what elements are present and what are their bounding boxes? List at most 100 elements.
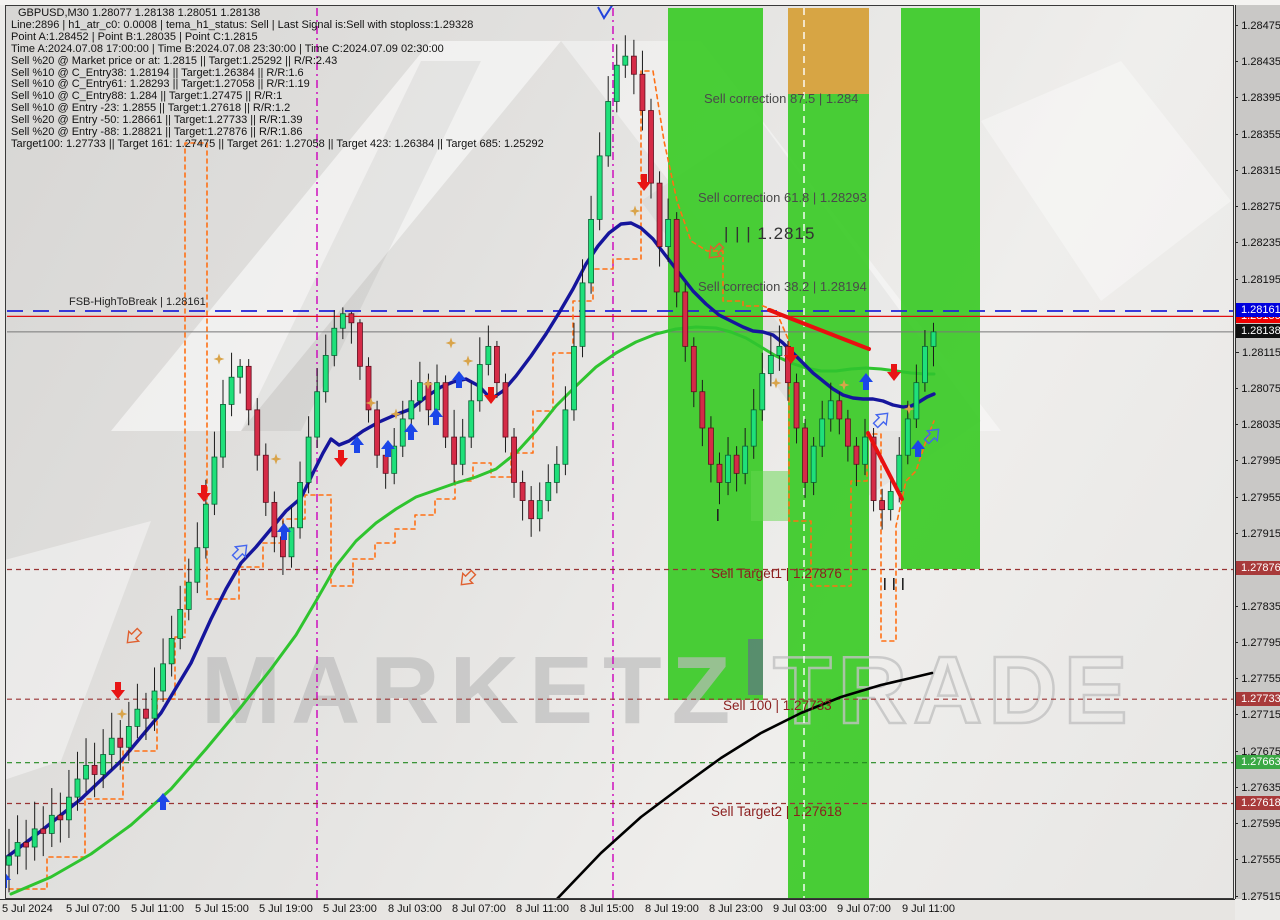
star-marker-icon [903, 403, 915, 415]
price-axis-tick: 1.27515 [1236, 890, 1280, 903]
price-axis-tick: 1.27675 [1236, 745, 1280, 758]
price-axis-tick: 1.28035 [1236, 418, 1280, 431]
tick-bar-marker [717, 509, 719, 521]
time-axis-label: 9 Jul 03:00 [773, 903, 827, 915]
time-axis-label: 9 Jul 11:00 [902, 903, 956, 915]
hollow-down-arrow-icon [126, 627, 143, 644]
price-axis[interactable]: 1.28475 1.28435 1.28395 1.28355 1.28315 1.282… [1235, 5, 1280, 903]
tick-bar-marker [902, 578, 904, 590]
time-axis-label: 8 Jul 19:00 [645, 903, 699, 915]
watermark-text-outline: TRADE [773, 637, 1134, 744]
sell-arrow-icon [637, 174, 651, 191]
info-line: Line:2896 | h1_atr_c0: 0.0008 | tema_h1_… [11, 18, 474, 31]
price-axis-tick: 1.27955 [1236, 491, 1280, 504]
price-axis-tick: 1.28075 [1236, 382, 1280, 395]
trailing-stop-orange [8, 70, 935, 890]
sell-arrow-icon [197, 485, 211, 502]
price-axis-tick: 1.28235 [1236, 236, 1280, 249]
time-axis-label: 8 Jul 15:00 [580, 903, 634, 915]
hollow-up-arrow-icon [872, 412, 889, 429]
info-line: Sell %10 @ C_Entry61: 1.28293 || Target:… [11, 78, 310, 91]
price-axis-tick: 1.28355 [1236, 128, 1280, 141]
signal-band-1 [668, 8, 763, 700]
price-axis-tick: 1.28195 [1236, 273, 1280, 286]
price-axis-tick: 1.27635 [1236, 781, 1280, 794]
tema-navy [6, 221, 936, 859]
price-level-label: 1.27876 [1236, 561, 1280, 575]
info-line: Sell %20 @ Entry -88: 1.28821 || Target:… [11, 126, 303, 138]
time-axis-label: 5 Jul 19:00 [259, 903, 313, 915]
time-axis-label: 5 Jul 07:00 [66, 903, 120, 915]
star-marker-icon [838, 379, 850, 391]
price-axis-tick: 1.27595 [1236, 817, 1280, 830]
candles-layer [6, 35, 937, 893]
sell-arrow-icon [484, 387, 498, 404]
star-marker-icon [270, 453, 282, 465]
hollow-up-arrow-icon [231, 544, 248, 561]
trend-lines[interactable] [767, 308, 904, 501]
buy-arrow-icon [381, 440, 395, 457]
info-line: Sell %20 @ Entry -50: 1.28661 || Target:… [11, 114, 303, 127]
time-axis-label: 5 Jul 2024 [2, 903, 53, 915]
time-axis-label: 8 Jul 07:00 [452, 903, 506, 915]
price-axis-tick: 1.28395 [1236, 91, 1280, 104]
buy-arrow-icon [859, 373, 873, 390]
time-axis-label: 8 Jul 23:00 [709, 903, 763, 915]
tick-bar-marker [893, 578, 895, 590]
info-line: Sell %10 @ C_Entry38: 1.28194 || Target:… [11, 66, 304, 79]
star-marker-icon [213, 353, 225, 365]
price-axis-tick: 1.27995 [1236, 454, 1280, 467]
sell-trend-2[interactable] [866, 431, 904, 501]
correction-zone-orange [788, 8, 869, 94]
entry-patch [751, 471, 788, 521]
time-axis-label: 5 Jul 15:00 [195, 903, 249, 915]
info-line: GBPUSD,M30 1.28077 1.28138 1.28051 1.281… [18, 7, 261, 19]
ma-slow-black [556, 671, 934, 898]
price-axis-tick: 1.27915 [1236, 527, 1280, 540]
sell-arrow-icon [887, 364, 901, 381]
watermark-i-bar [748, 639, 763, 695]
buy-arrow-icon [429, 408, 443, 425]
price-axis-tick: 1.28475 [1236, 19, 1280, 32]
info-line: Target100: 1.27733 || Target 161: 1.2747… [11, 137, 544, 150]
time-axis-label: 9 Jul 07:00 [837, 903, 891, 915]
price-axis-tick: 1.28315 [1236, 164, 1280, 177]
buy-arrow-icon [404, 423, 418, 440]
star-marker-icon [390, 408, 402, 420]
info-line: Sell %10 @ C_Entry88: 1.284 || Target:1.… [11, 90, 283, 103]
hollow-down-arrow-icon [708, 242, 725, 259]
price-level-label: 1.28161 [1236, 303, 1280, 317]
price-level-label: 1.27618 [1236, 796, 1280, 810]
chart-area[interactable]: MARKETZ TRADE Sell correction 87.5 | 1.2… [5, 5, 1234, 899]
time-axis[interactable]: 5 Jul 2024 5 Jul 07:00 5 Jul 11:00 5 Jul 15… [0, 899, 1235, 920]
buy-arrow-icon [350, 436, 364, 453]
sell-arrow-icon [784, 347, 798, 364]
star-marker-icon [770, 377, 782, 389]
buy-arrow-icon [911, 440, 925, 457]
price-axis-tick: 1.28435 [1236, 55, 1280, 68]
buy-arrow-icon [156, 793, 170, 810]
buy-arrow-icon [452, 371, 466, 388]
sell-arrow-icon [334, 450, 348, 467]
info-line: Point A:1.28452 | Point B:1.28035 | Poin… [11, 30, 258, 43]
price-axis-tick: 1.27835 [1236, 600, 1280, 613]
star-marker-icon [422, 378, 434, 390]
star-marker-icon [462, 355, 474, 367]
time-axis-label: 8 Jul 11:00 [516, 903, 570, 915]
window-top-strip [0, 0, 1280, 5]
star-marker-icon [116, 708, 128, 720]
price-level-label: 1.27733 [1236, 692, 1280, 706]
buy-arrow-icon [6, 873, 11, 888]
time-axis-label: 5 Jul 23:00 [323, 903, 377, 915]
hollow-up-arrow-icon [923, 428, 940, 445]
price-axis-tick: 1.27555 [1236, 853, 1280, 866]
buy-arrow-icon [277, 523, 291, 540]
signal-band-3 [901, 8, 980, 569]
price-level-label: 1.28138 [1236, 324, 1280, 338]
info-line: Time A:2024.07.08 17:00:00 | Time B:2024… [11, 42, 444, 55]
watermark-text-solid: MARKETZ [201, 637, 740, 744]
signal-zones-layer [668, 8, 980, 898]
level-lines [7, 310, 1233, 805]
sell-trend-1[interactable] [767, 308, 871, 351]
